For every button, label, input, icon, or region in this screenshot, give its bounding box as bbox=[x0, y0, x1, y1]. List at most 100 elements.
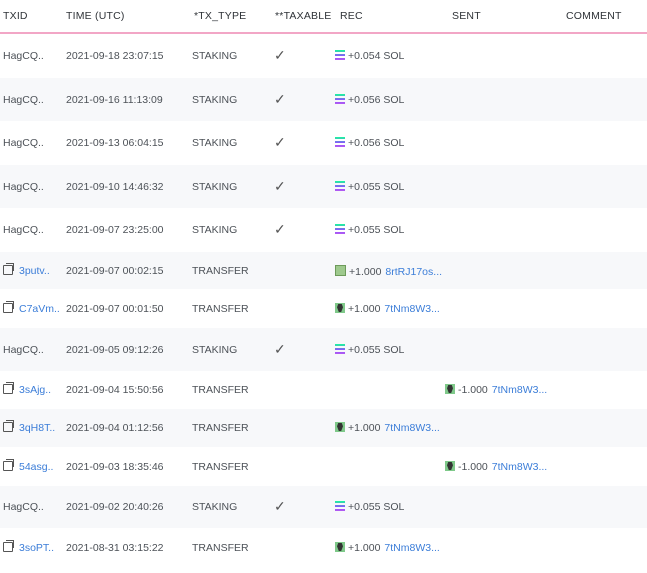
checkmark-icon: ✓ bbox=[274, 498, 286, 514]
txid-cell: HagCQ.. bbox=[3, 344, 44, 356]
rec-amount: +0.055 SOL bbox=[348, 344, 405, 356]
txid-text[interactable]: 54asg.. bbox=[19, 461, 54, 473]
checkmark-icon: ✓ bbox=[274, 341, 286, 357]
rec-cell: +0.056 SOL bbox=[335, 94, 404, 106]
table-row: C7aVm.. 2021-09-07 00:01:50 TRANSFER +1.000… bbox=[0, 289, 647, 328]
nft-b-icon bbox=[335, 303, 345, 313]
tx-type-cell: STAKING bbox=[192, 224, 238, 236]
txid-cell[interactable]: 3sAjg.. bbox=[3, 382, 52, 396]
rec-cell: +0.055 SOL bbox=[335, 501, 404, 513]
table-row: 54asg.. 2021-09-03 18:35:46 TRANSFER -1.000… bbox=[0, 447, 647, 486]
txid-text: HagCQ.. bbox=[3, 181, 44, 193]
rec-amount: +0.056 SOL bbox=[348, 94, 405, 106]
rec-cell: +0.054 SOL bbox=[335, 50, 404, 62]
time-cell: 2021-09-05 09:12:26 bbox=[66, 344, 164, 356]
copy-icon[interactable] bbox=[3, 382, 14, 394]
nft-b-icon bbox=[445, 384, 455, 394]
txid-cell[interactable]: 54asg.. bbox=[3, 459, 54, 473]
tx-type-cell: STAKING bbox=[192, 94, 238, 106]
header-rec[interactable]: REC bbox=[340, 10, 363, 22]
rec-amount: +0.054 SOL bbox=[348, 50, 405, 62]
rec-cell: +0.055 SOL bbox=[335, 181, 404, 193]
rec-cell: +1.000 7tNm8W3... bbox=[335, 303, 440, 315]
time-cell: 2021-09-18 23:07:15 bbox=[66, 50, 164, 62]
tx-type-cell: TRANSFER bbox=[192, 422, 249, 434]
txid-cell[interactable]: 3soPT.. bbox=[3, 540, 55, 554]
txid-cell[interactable]: C7aVm.. bbox=[3, 301, 60, 315]
tx-type-cell: TRANSFER bbox=[192, 303, 249, 315]
sent-amount: -1.000 bbox=[458, 384, 488, 396]
sol-icon bbox=[335, 137, 345, 147]
time-cell: 2021-08-31 03:15:22 bbox=[66, 542, 164, 554]
nft-b-icon bbox=[335, 542, 345, 552]
time-cell: 2021-09-03 18:35:46 bbox=[66, 461, 164, 473]
txid-cell[interactable]: 3qH8T.. bbox=[3, 420, 56, 434]
checkmark-icon: ✓ bbox=[274, 178, 286, 194]
sol-icon bbox=[335, 181, 345, 191]
sent-address-link[interactable]: 7tNm8W3... bbox=[491, 461, 548, 473]
txid-cell[interactable]: 3putv.. bbox=[3, 263, 50, 277]
header-time[interactable]: TIME (UTC) bbox=[66, 10, 125, 22]
tx-type-cell: STAKING bbox=[192, 344, 238, 356]
txid-cell: HagCQ.. bbox=[3, 501, 44, 513]
copy-icon[interactable] bbox=[3, 459, 14, 471]
tx-type-cell: STAKING bbox=[192, 501, 238, 513]
checkmark-icon: ✓ bbox=[274, 91, 286, 107]
sent-amount: -1.000 bbox=[458, 461, 488, 473]
copy-icon[interactable] bbox=[3, 540, 14, 552]
rec-cell: +0.056 SOL bbox=[335, 137, 404, 149]
rec-amount: +0.055 SOL bbox=[348, 224, 405, 236]
rec-address-link[interactable]: 7tNm8W3... bbox=[384, 303, 440, 315]
header-txid[interactable]: TXID bbox=[3, 10, 28, 22]
tx-type-cell: TRANSFER bbox=[192, 384, 249, 396]
table-row: 3soPT.. 2021-08-31 03:15:22 TRANSFER +1.000… bbox=[0, 528, 647, 568]
tx-type-cell: STAKING bbox=[192, 181, 238, 193]
nft-a-icon bbox=[335, 265, 346, 276]
copy-icon[interactable] bbox=[3, 301, 14, 313]
tx-type-cell: TRANSFER bbox=[192, 542, 249, 554]
rec-amount: +1.000 bbox=[348, 303, 381, 315]
txid-text[interactable]: 3sAjg.. bbox=[19, 384, 52, 396]
txid-cell: HagCQ.. bbox=[3, 181, 44, 193]
header-comment[interactable]: COMMENT bbox=[566, 10, 622, 22]
copy-icon[interactable] bbox=[3, 263, 14, 275]
header-taxable[interactable]: **TAXABLE bbox=[275, 10, 332, 22]
rec-cell: +1.000 7tNm8W3... bbox=[335, 422, 440, 434]
checkmark-icon: ✓ bbox=[274, 134, 286, 150]
rec-amount: +1.000 bbox=[348, 422, 381, 434]
txid-cell: HagCQ.. bbox=[3, 50, 44, 62]
rec-address-link[interactable]: 7tNm8W3... bbox=[384, 422, 440, 434]
txid-text: HagCQ.. bbox=[3, 50, 44, 62]
txid-text[interactable]: 3soPT.. bbox=[19, 542, 55, 554]
rec-amount: +0.055 SOL bbox=[348, 501, 405, 513]
checkmark-icon: ✓ bbox=[274, 47, 286, 63]
txid-text[interactable]: 3putv.. bbox=[19, 265, 50, 277]
txid-cell: HagCQ.. bbox=[3, 94, 44, 106]
nft-b-icon bbox=[445, 461, 455, 471]
rec-cell: +1.000 8rtRJ17os... bbox=[335, 265, 442, 278]
rec-cell: +0.055 SOL bbox=[335, 224, 404, 236]
sent-address-link[interactable]: 7tNm8W3... bbox=[491, 384, 548, 396]
table-row: 3qH8T.. 2021-09-04 01:12:56 TRANSFER +1.000… bbox=[0, 409, 647, 447]
rec-address-link[interactable]: 8rtRJ17os... bbox=[385, 266, 443, 278]
nft-b-icon bbox=[335, 422, 345, 432]
txid-text[interactable]: C7aVm.. bbox=[19, 303, 60, 315]
header-sent[interactable]: SENT bbox=[452, 10, 481, 22]
copy-icon[interactable] bbox=[3, 420, 14, 432]
time-cell: 2021-09-04 01:12:56 bbox=[66, 422, 164, 434]
txid-text: HagCQ.. bbox=[3, 94, 44, 106]
txid-cell: HagCQ.. bbox=[3, 224, 44, 236]
rec-amount: +1.000 bbox=[348, 542, 381, 554]
time-cell: 2021-09-02 20:40:26 bbox=[66, 501, 164, 513]
table-row: HagCQ.. 2021-09-18 23:07:15 STAKING ✓ +0.054… bbox=[0, 34, 647, 78]
table-row: HagCQ.. 2021-09-07 23:25:00 STAKING ✓ +0.055… bbox=[0, 208, 647, 252]
rec-address-link[interactable]: 7tNm8W3... bbox=[384, 542, 440, 554]
txid-text[interactable]: 3qH8T.. bbox=[19, 422, 56, 434]
time-cell: 2021-09-16 11:13:09 bbox=[66, 94, 163, 106]
header-tx-type[interactable]: *TX_TYPE bbox=[194, 10, 247, 22]
txid-cell: HagCQ.. bbox=[3, 137, 44, 149]
sol-icon bbox=[335, 94, 345, 104]
tx-type-cell: TRANSFER bbox=[192, 265, 249, 277]
rec-cell: +1.000 7tNm8W3... bbox=[335, 542, 440, 554]
